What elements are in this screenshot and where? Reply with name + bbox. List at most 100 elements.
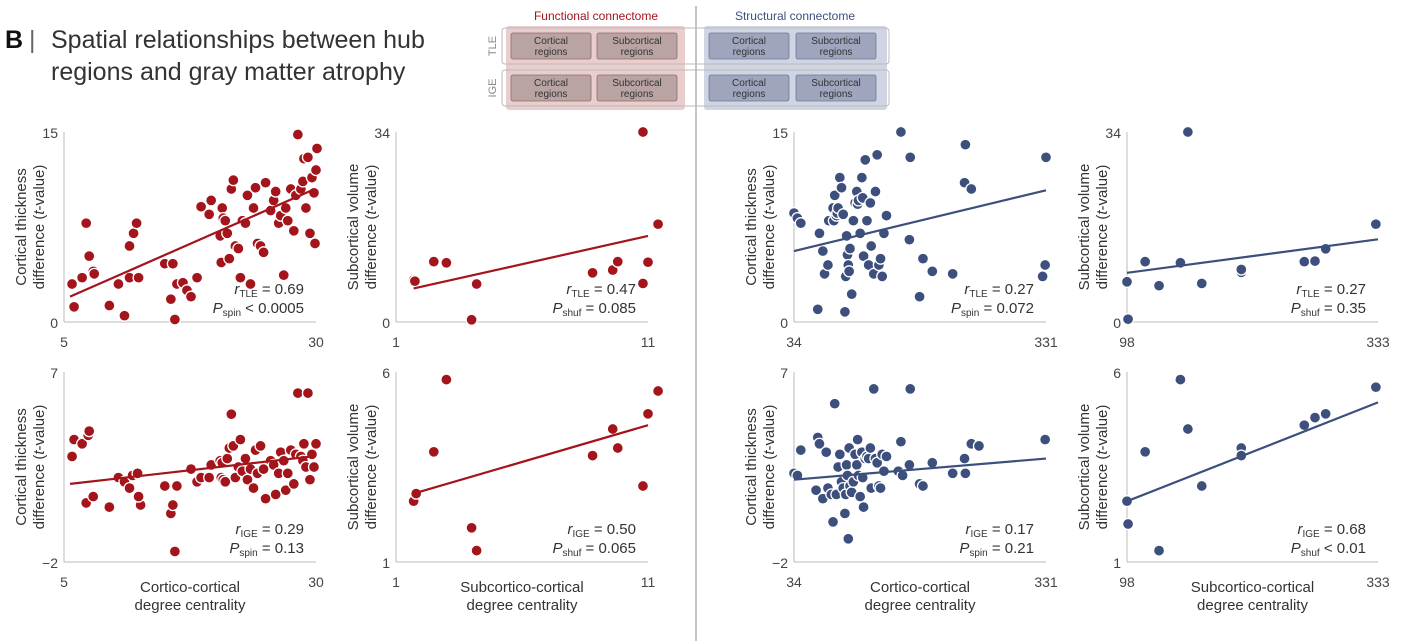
stat-p: Pspin = 0.21	[959, 540, 1034, 559]
data-point	[1319, 407, 1332, 420]
stat-r-value: = 0.47	[590, 281, 636, 298]
x-tick-label-max: 331	[1034, 574, 1058, 590]
stat-p-value: = 0.072	[979, 300, 1034, 317]
data-point	[855, 171, 869, 184]
data-point	[254, 439, 267, 453]
stat-r-value: = 0.27	[1320, 281, 1366, 298]
data-point	[1174, 373, 1187, 386]
schematic-box	[795, 32, 877, 60]
panel-letter: B	[5, 26, 23, 54]
data-point	[87, 490, 100, 503]
y-axis-label-text: difference (	[1094, 455, 1111, 530]
data-point	[166, 257, 180, 270]
title-line-2: regions and gray matter atrophy	[51, 58, 406, 86]
data-point	[1195, 277, 1208, 290]
stat-p-value: = 0.13	[258, 540, 304, 557]
y-tick-label-min: 1	[1113, 555, 1121, 571]
stat-r-subscript: TLE	[969, 289, 988, 300]
y-axis-label-line1: Subcortical volume	[1076, 404, 1093, 531]
data-point	[828, 397, 841, 410]
y-axis-label-line2: difference (t-value)	[31, 165, 48, 290]
data-point	[1181, 125, 1195, 139]
y-axis-label-text: -value)	[1094, 165, 1111, 211]
x-tick-label-min: 5	[60, 334, 68, 350]
data-point	[205, 194, 218, 207]
data-point	[168, 313, 182, 326]
stat-p-value: < 0.01	[1320, 540, 1366, 557]
data-point	[835, 181, 848, 194]
y-axis-label-line1: Subcortical volume	[345, 404, 362, 531]
data-point	[965, 182, 978, 196]
data-point	[611, 441, 624, 455]
data-point	[843, 265, 856, 278]
x-tick-label-max: 331	[1034, 334, 1058, 350]
y-axis-label-line2: difference (t-value)	[363, 405, 380, 530]
data-point	[219, 214, 232, 227]
x-tick-label-min: 34	[786, 334, 802, 350]
stat-r-symbol: r	[1297, 521, 1303, 538]
data-point	[606, 422, 619, 436]
data-point	[75, 271, 89, 284]
stat-r: rIGE = 0.68	[1297, 521, 1366, 540]
data-point	[894, 125, 908, 139]
stat-p-symbol: P	[552, 300, 562, 317]
data-point	[636, 125, 650, 139]
y-axis-label-line1: Subcortical volume	[345, 164, 362, 291]
stat-r-symbol: r	[234, 281, 240, 298]
x-tick-label-max: 30	[308, 574, 324, 590]
y-axis-label-line1: Subcortical volume	[1076, 164, 1093, 291]
structural-connectome-label: Structural connectome	[735, 9, 855, 23]
y-axis-label-italic: t	[1094, 450, 1111, 455]
stat-r-subscript: IGE	[1302, 529, 1320, 540]
schematic-box-label: Subcortical	[612, 78, 661, 89]
data-point	[916, 252, 930, 265]
schematic-box-label: Cortical	[534, 78, 568, 89]
x-tick-label-max: 333	[1366, 574, 1390, 590]
data-point	[88, 267, 101, 281]
x-tick-label-min: 34	[786, 574, 802, 590]
stat-p-subscript: shuf	[1301, 548, 1320, 559]
stat-p-symbol: P	[229, 540, 239, 557]
chart-func-ige-cortical: 7 −25 30 Cortical thickness difference (t-va…	[13, 365, 324, 614]
data-point	[859, 153, 872, 167]
schematic-box-label: regions	[535, 47, 568, 58]
y-axis-label-italic: t	[363, 210, 380, 215]
stat-p-subscript: shuf	[562, 548, 581, 559]
stat-p-symbol: P	[213, 300, 223, 317]
data-point	[118, 309, 131, 322]
data-point	[946, 267, 959, 281]
x-axis-label-line2: degree centrality	[1197, 597, 1308, 614]
stat-r-subscript: TLE	[571, 289, 590, 300]
x-tick-label-min: 98	[1119, 574, 1135, 590]
data-point	[281, 214, 294, 227]
stat-r-symbol: r	[567, 521, 573, 538]
data-point	[837, 208, 850, 221]
y-axis-label-text: difference (	[1094, 215, 1111, 290]
data-point	[299, 201, 313, 215]
stat-r-value: = 0.17	[988, 521, 1034, 538]
stat-p-value: = 0.085	[581, 300, 636, 317]
x-tick-label-max: 11	[641, 334, 656, 350]
data-point	[894, 435, 908, 448]
data-point	[840, 458, 853, 472]
data-point	[103, 299, 116, 312]
data-point	[869, 185, 882, 198]
data-point	[1120, 275, 1134, 288]
x-tick-label-min: 5	[60, 574, 68, 590]
y-tick-label-min: 0	[50, 315, 58, 331]
x-axis-label-line2: degree centrality	[135, 597, 246, 614]
stat-r-value: = 0.50	[590, 521, 636, 538]
data-point	[854, 490, 867, 503]
data-point	[203, 208, 216, 221]
y-axis-label-text: -value)	[31, 165, 48, 211]
stat-p-subscript: spin	[961, 308, 979, 319]
data-point	[874, 481, 887, 495]
y-axis-label-text: -value)	[761, 165, 778, 211]
y-tick-label-max: 6	[382, 365, 390, 381]
data-point	[308, 237, 322, 250]
data-point	[1121, 313, 1135, 326]
data-point	[641, 407, 655, 420]
